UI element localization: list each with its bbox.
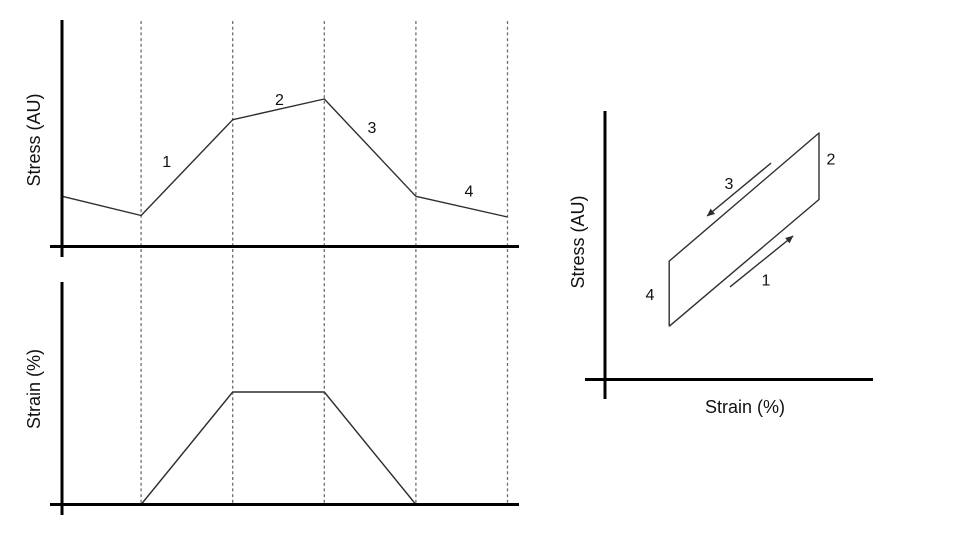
hysteresis-loop — [668, 132, 820, 327]
direction-arrow-segment-3 — [706, 162, 772, 217]
strain-time-y-axis-label: Strain (%) — [24, 349, 44, 429]
hysteresis-direction-arrows — [706, 162, 794, 288]
stress-vs-strain-line — [668, 132, 820, 327]
hysteresis-x-axis-label: Strain (%) — [705, 397, 785, 417]
direction-arrow-segment-1 — [729, 235, 794, 288]
stress-vs-strain-segment-label-4: 4 — [645, 287, 654, 304]
stress-vs-strain-segment-label-2: 2 — [827, 152, 836, 169]
strain-time-curve — [62, 391, 508, 506]
stress-time-y-axis-label: Stress (AU) — [24, 93, 44, 186]
stress-vs-time-segment-label-4: 4 — [465, 183, 474, 200]
hysteresis-y-axis-label: Stress (AU) — [568, 195, 588, 288]
stress-vs-time-segment-label-2: 2 — [275, 92, 284, 109]
phase-boundary-gridlines — [140, 21, 509, 504]
stress-time-segment-labels: 1 2 3 4 — [162, 92, 473, 200]
stress-vs-time-segment-label-3: 3 — [367, 120, 376, 137]
stress-vs-strain-segment-label-3: 3 — [724, 176, 733, 193]
stress-time-curve — [62, 98, 508, 218]
stress-vs-strain-segment-label-1: 1 — [761, 272, 770, 289]
hysteresis-segment-labels: 1 2 3 4 — [645, 152, 835, 305]
stress-vs-time-segment-label-1: 1 — [162, 154, 171, 171]
stress-vs-time-line — [62, 98, 508, 218]
strain-vs-time-line — [62, 391, 508, 506]
